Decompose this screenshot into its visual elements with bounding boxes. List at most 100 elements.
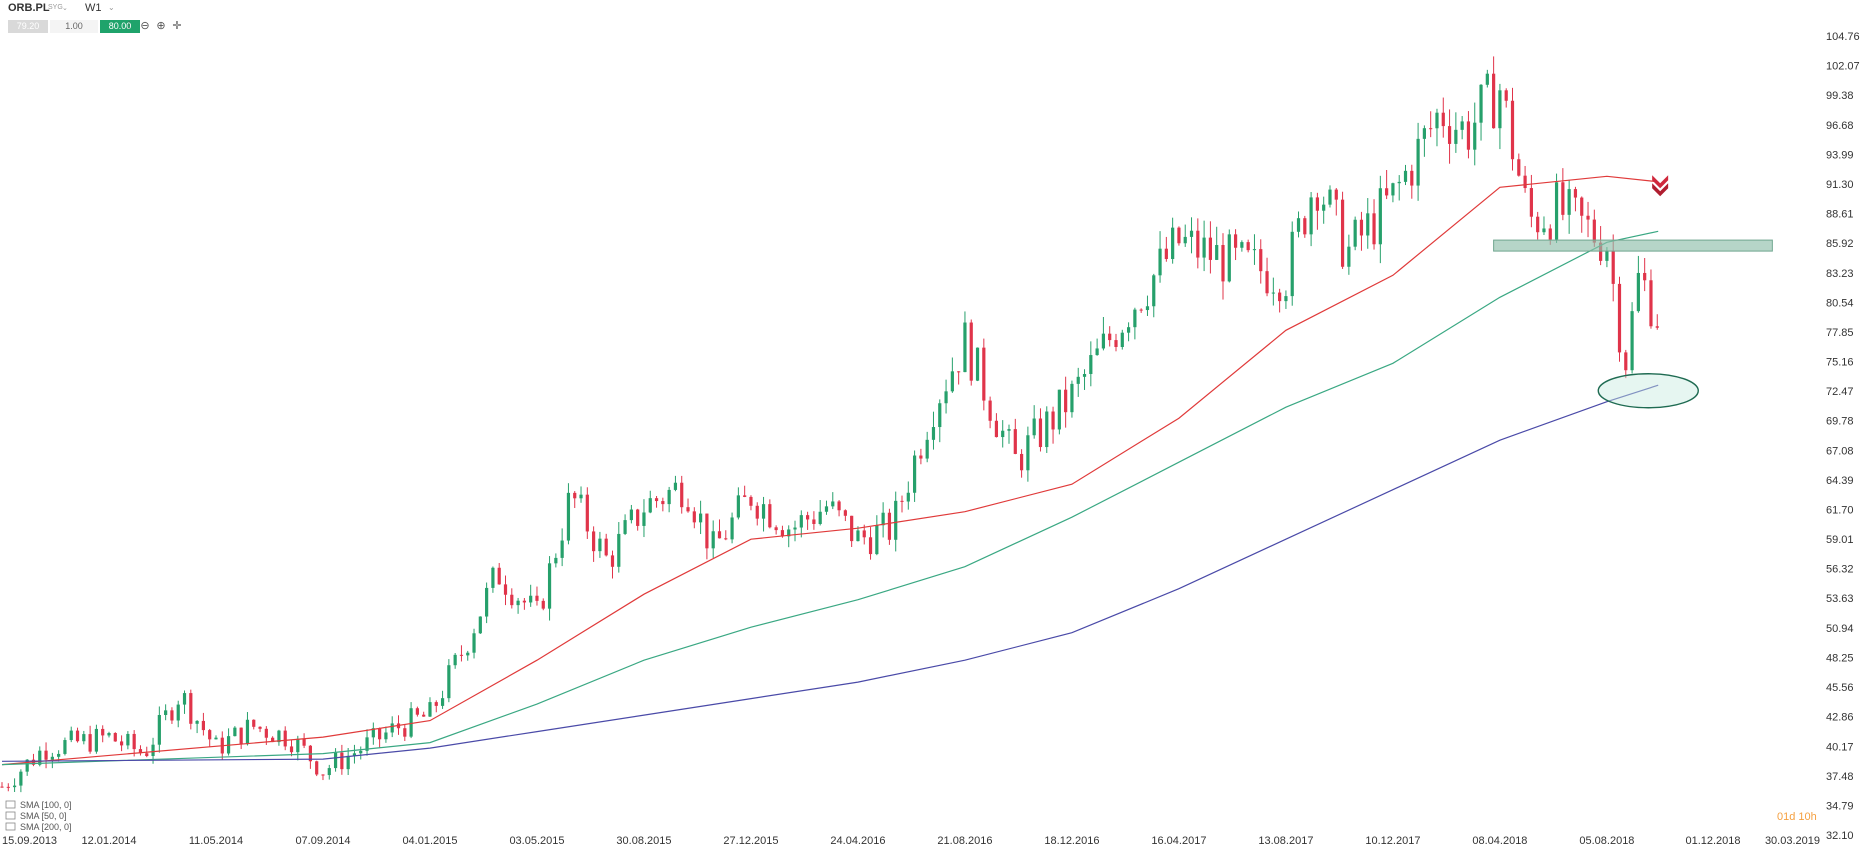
candle-body bbox=[333, 752, 338, 769]
candle-body bbox=[365, 737, 369, 751]
candle-body bbox=[1561, 182, 1565, 215]
candle-body bbox=[843, 510, 847, 516]
candle-body bbox=[1422, 128, 1426, 139]
candle-body bbox=[1554, 182, 1559, 240]
timeframe-select[interactable]: W1 bbox=[85, 2, 102, 14]
candle-up bbox=[1473, 102, 1477, 166]
candle-body bbox=[1548, 228, 1552, 240]
candle-body bbox=[806, 515, 810, 520]
candle-body bbox=[906, 492, 910, 502]
candle-body bbox=[170, 710, 174, 721]
candle-body bbox=[755, 505, 759, 519]
candle-down bbox=[75, 727, 80, 743]
candle-up bbox=[1397, 175, 1401, 201]
candle-body bbox=[699, 513, 703, 523]
candle-body bbox=[1045, 411, 1049, 448]
symbol-label[interactable]: ORB.PL bbox=[8, 2, 50, 14]
candle-body bbox=[975, 347, 980, 381]
candle-body bbox=[233, 727, 237, 737]
chart-type-icon[interactable]: ⫶ bbox=[127, 20, 131, 32]
candle-down bbox=[1038, 408, 1043, 452]
legend: SMA [100, 0] SMA [50, 0] SMA [200, 0] bbox=[5, 800, 72, 832]
candle-body bbox=[963, 322, 967, 373]
candle-body bbox=[264, 728, 268, 738]
legend-marker-icon bbox=[5, 811, 16, 820]
candle-down bbox=[957, 371, 961, 385]
candle-body bbox=[592, 531, 596, 552]
candle-body bbox=[447, 665, 451, 699]
sell-arrow-icon bbox=[1652, 175, 1669, 189]
candle-body bbox=[573, 492, 577, 499]
x-tick-label: 05.08.2018 bbox=[1579, 835, 1634, 847]
candles bbox=[0, 56, 1659, 793]
candle-up bbox=[1189, 217, 1194, 254]
candle-body bbox=[346, 755, 350, 770]
candle-up bbox=[598, 531, 602, 558]
candle-up bbox=[1630, 302, 1634, 374]
candle-body bbox=[629, 509, 633, 521]
candle-up bbox=[975, 347, 980, 382]
y-tick-label: 59.01 bbox=[1826, 534, 1854, 546]
y-tick-label: 32.10 bbox=[1826, 830, 1854, 842]
candle-body bbox=[787, 529, 791, 537]
y-tick-label: 53.63 bbox=[1826, 593, 1854, 605]
candle-up bbox=[1347, 234, 1351, 275]
candle-up bbox=[485, 582, 489, 624]
candle-down bbox=[1051, 406, 1055, 444]
candle-body bbox=[1416, 138, 1420, 186]
candle-body bbox=[1429, 128, 1433, 130]
candle-up bbox=[1391, 182, 1395, 203]
candle-body bbox=[724, 538, 728, 540]
candle-up bbox=[214, 735, 218, 740]
candle-up bbox=[25, 759, 29, 776]
candle-body bbox=[57, 753, 61, 757]
candle-body bbox=[12, 785, 17, 788]
candle-up bbox=[579, 486, 583, 503]
zoom-out-icon[interactable]: ⊖ bbox=[140, 20, 150, 32]
x-tick-label: 01.12.2018 bbox=[1685, 835, 1740, 847]
quantity-input[interactable]: 1.00 bbox=[50, 20, 98, 33]
candle-up bbox=[673, 475, 678, 492]
candle-up bbox=[233, 726, 237, 737]
candle-body bbox=[69, 730, 73, 741]
candle-body bbox=[1240, 242, 1244, 248]
candle-body bbox=[434, 702, 438, 706]
candle-body bbox=[340, 752, 344, 770]
candle-down bbox=[994, 413, 999, 438]
candle-up bbox=[1485, 69, 1489, 88]
candle-body bbox=[1542, 228, 1546, 233]
candle-down bbox=[1580, 196, 1584, 233]
bar-countdown: 01d 10h bbox=[1777, 811, 1817, 823]
candle-up bbox=[226, 728, 231, 756]
y-tick-label: 96.68 bbox=[1826, 120, 1854, 132]
x-tick-label: 16.04.2017 bbox=[1151, 835, 1206, 847]
x-tick-label: 10.12.2017 bbox=[1365, 835, 1420, 847]
candle-body bbox=[554, 557, 558, 564]
chevron-down-icon[interactable]: ⌄ bbox=[108, 3, 115, 12]
candle-up bbox=[472, 628, 476, 659]
candle-up bbox=[352, 744, 357, 764]
candle-up bbox=[1171, 217, 1175, 264]
candle-body bbox=[604, 538, 608, 556]
crosshair-icon[interactable]: ✛ bbox=[172, 20, 182, 32]
candle-body bbox=[642, 512, 646, 526]
candle-body bbox=[566, 492, 571, 541]
candle-body bbox=[717, 531, 722, 539]
chevron-down-icon[interactable]: ⌄ bbox=[62, 5, 68, 12]
candle-up bbox=[547, 556, 552, 621]
candle-up bbox=[1271, 277, 1275, 306]
candle-down bbox=[1164, 236, 1168, 262]
candle-body bbox=[283, 730, 287, 747]
candle-body bbox=[623, 520, 627, 534]
candle-body bbox=[145, 753, 149, 757]
candle-up bbox=[447, 659, 451, 703]
bid-price-button[interactable]: 79.20 bbox=[8, 20, 48, 33]
candle-down bbox=[308, 745, 312, 769]
ask-price-button[interactable]: 80.00 bbox=[100, 20, 140, 33]
sma-lines bbox=[1, 175, 1659, 766]
candle-up bbox=[164, 704, 168, 721]
candle-body bbox=[63, 740, 67, 754]
candle-down bbox=[1492, 56, 1496, 129]
zoom-in-icon[interactable]: ⊕ bbox=[156, 20, 166, 32]
